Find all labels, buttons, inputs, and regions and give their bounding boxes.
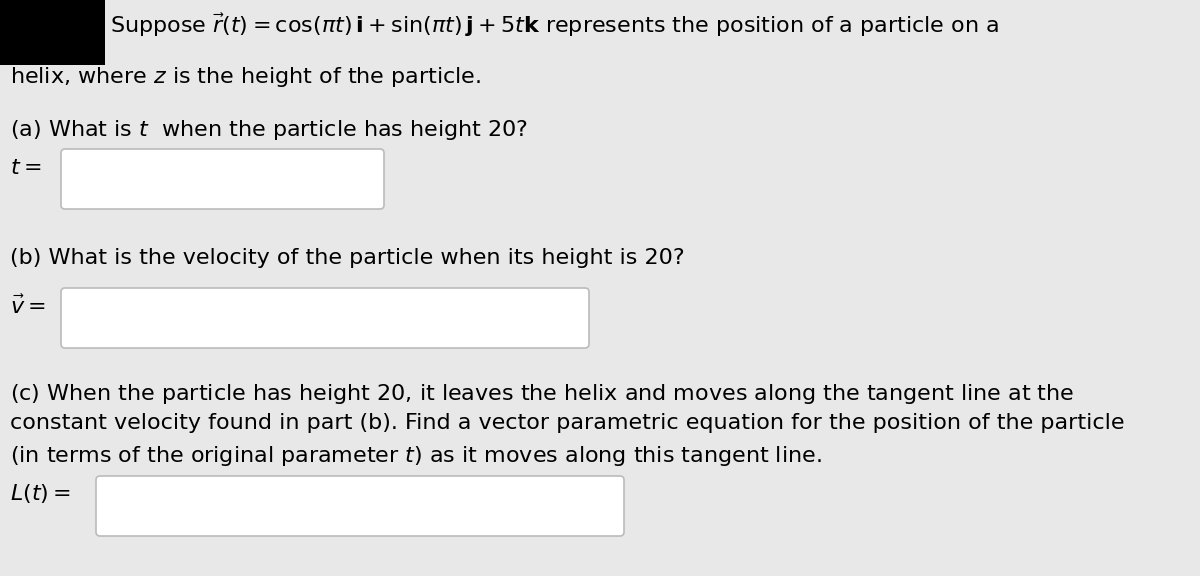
Text: $t =$: $t =$ <box>10 158 41 178</box>
FancyBboxPatch shape <box>96 476 624 536</box>
FancyBboxPatch shape <box>0 0 106 65</box>
Text: $L(t) =$: $L(t) =$ <box>10 482 71 505</box>
Text: Suppose $\vec{r}(t) = \cos(\pi t)\,\mathbf{i} + \sin(\pi t)\,\mathbf{j} + 5t\mat: Suppose $\vec{r}(t) = \cos(\pi t)\,\math… <box>110 12 1000 39</box>
Text: (b) What is the velocity of the particle when its height is 20?: (b) What is the velocity of the particle… <box>10 248 685 268</box>
Text: constant velocity found in part (b). Find a vector parametric equation for the p: constant velocity found in part (b). Fin… <box>10 413 1124 433</box>
Text: (c) When the particle has height $20$, it leaves the helix and moves along the t: (c) When the particle has height $20$, i… <box>10 382 1074 406</box>
FancyBboxPatch shape <box>61 288 589 348</box>
Text: $\vec{v} =$: $\vec{v} =$ <box>10 295 46 318</box>
Text: (in terms of the original parameter $t$) as it moves along this tangent line.: (in terms of the original parameter $t$)… <box>10 444 822 468</box>
FancyBboxPatch shape <box>61 149 384 209</box>
Text: helix, where $z$ is the height of the particle.: helix, where $z$ is the height of the pa… <box>10 65 481 89</box>
Text: (a) What is $t$  when the particle has height 20?: (a) What is $t$ when the particle has he… <box>10 118 528 142</box>
